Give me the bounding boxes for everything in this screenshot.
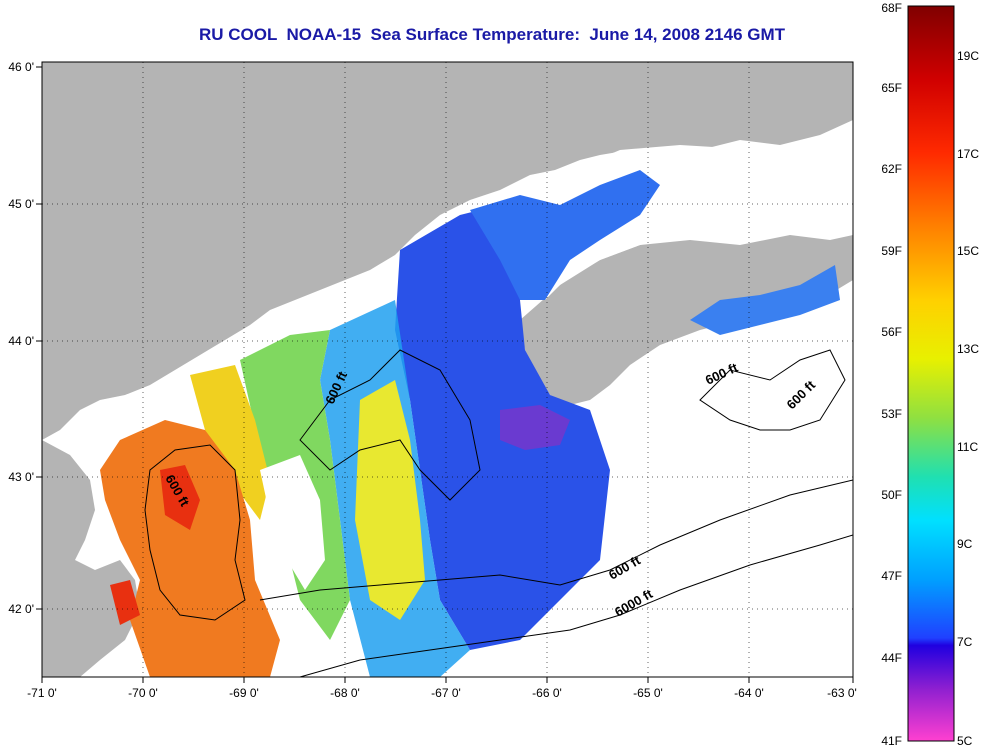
colorbar-f-label: 50F bbox=[881, 488, 902, 502]
colorbar-c-label: 17C bbox=[957, 147, 979, 161]
map-frame bbox=[41, 61, 854, 678]
sst-scotian-shelf-blue bbox=[690, 265, 840, 335]
lon-label: -71 0' bbox=[27, 686, 57, 700]
lat-label: 42 0' bbox=[8, 602, 34, 616]
map-content bbox=[42, 62, 853, 677]
sst-warm-region bbox=[100, 420, 280, 677]
colorbar-c-label: 15C bbox=[957, 244, 979, 258]
contour-600ft-east bbox=[699, 349, 846, 431]
colorbar-f-label: 59F bbox=[881, 244, 902, 258]
cloud-patch-east bbox=[610, 320, 853, 677]
graticule bbox=[42, 62, 853, 677]
lon-label: -69 0' bbox=[229, 686, 259, 700]
contour-600ft-south bbox=[259, 479, 853, 601]
contour-600ft-west bbox=[144, 444, 246, 621]
lon-label: -70 0' bbox=[128, 686, 158, 700]
colorbar-f-label: 56F bbox=[881, 325, 902, 339]
colorbar-c-label: 7C bbox=[957, 635, 973, 649]
colorbar-f-label: 53F bbox=[881, 407, 902, 421]
colorbar-c-label: 9C bbox=[957, 537, 973, 551]
colorbar-c-label: 5C bbox=[957, 734, 973, 748]
contour-6000ft bbox=[299, 534, 853, 677]
bathymetry-contours bbox=[144, 349, 853, 677]
sst-yellow-band bbox=[355, 380, 425, 620]
colorbar-c-label: 19C bbox=[957, 49, 979, 63]
contour-600ft-central bbox=[299, 349, 481, 501]
cloud-patch-middle bbox=[260, 455, 325, 590]
lat-label: 43 0' bbox=[8, 470, 34, 484]
colorbar-f-label: 68F bbox=[881, 1, 902, 15]
map-title: RU COOL NOAA-15 Sea Surface Temperature:… bbox=[198, 25, 786, 44]
lon-label: -68 0' bbox=[330, 686, 360, 700]
lat-label: 44 0' bbox=[8, 334, 34, 348]
colorbar-c-label: 11C bbox=[957, 440, 978, 454]
lon-label: -67 0' bbox=[431, 686, 461, 700]
lon-label: -64 0' bbox=[734, 686, 764, 700]
lat-label: 45 0' bbox=[8, 197, 34, 211]
colorbar-f-label: 44F bbox=[881, 651, 902, 665]
sst-yellow-west bbox=[190, 365, 270, 520]
colorbar-c-label: 13C bbox=[957, 342, 979, 356]
land-massachusetts bbox=[42, 440, 140, 677]
colorbar-f-label: 62F bbox=[881, 162, 902, 176]
colorbar-f-label: 41F bbox=[881, 734, 902, 748]
lon-label: -65 0' bbox=[633, 686, 663, 700]
land-nova-scotia bbox=[520, 235, 853, 405]
sst-violet-spot bbox=[500, 405, 570, 450]
lon-label: -63 0' bbox=[827, 686, 857, 700]
colorbar-f-label: 65F bbox=[881, 81, 902, 95]
colorbar bbox=[907, 5, 955, 742]
tick-marks bbox=[36, 66, 854, 683]
lat-label: 46 0' bbox=[8, 60, 34, 74]
colorbar-f-label: 47F bbox=[881, 569, 902, 583]
sst-northern-blue bbox=[470, 170, 660, 300]
sst-hot-spots bbox=[110, 465, 200, 625]
lon-label: -66 0' bbox=[532, 686, 562, 700]
